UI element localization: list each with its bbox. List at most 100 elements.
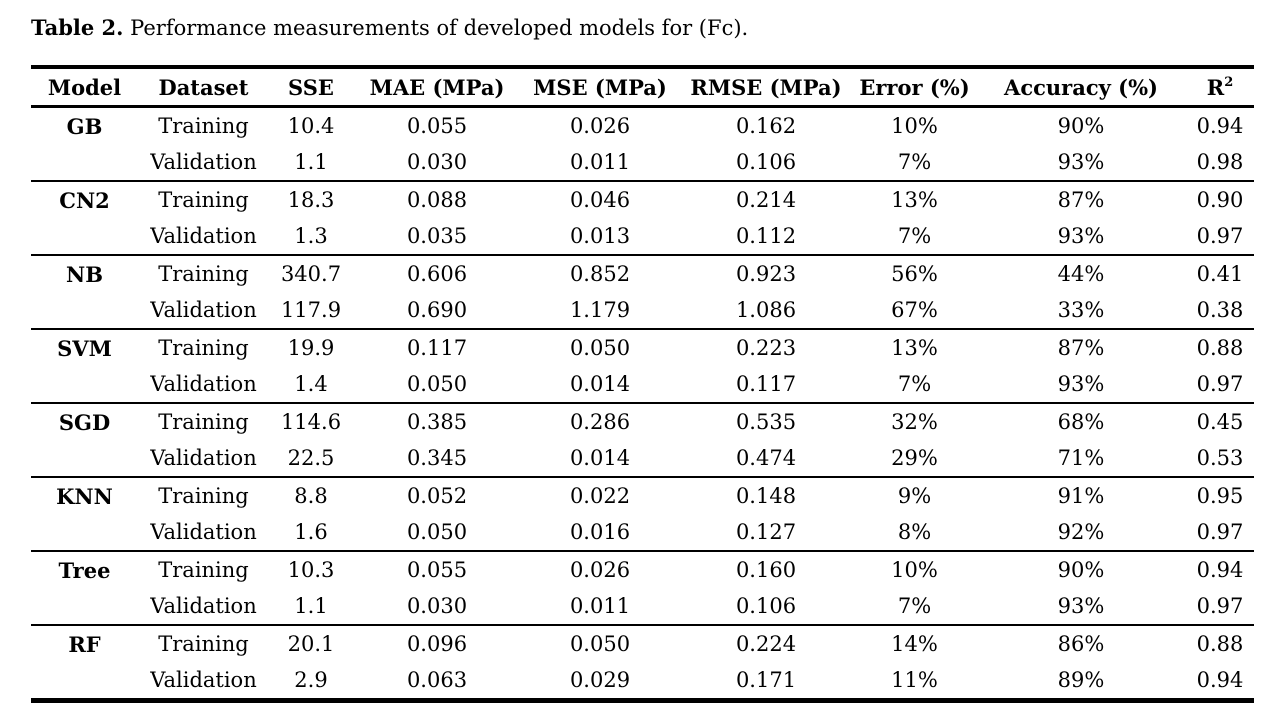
table-caption-label: Table 2. <box>31 15 124 40</box>
r2-cell: 0.97 <box>1196 520 1244 544</box>
r2-cell: 0.88 <box>1186 328 1254 366</box>
mse-cell: 0.014 <box>569 372 631 396</box>
mse-cell: 0.026 <box>569 114 631 138</box>
model-cell: CN2 <box>31 180 138 218</box>
performance-table: Model Dataset SSE MAE (MPa) MSE (MPa) RM… <box>31 65 1254 703</box>
model-cell-empty <box>31 514 138 551</box>
table-row: Validation 22.5 0.345 0.014 0.474 29% 71% 0.53 <box>31 440 1254 477</box>
mae-cell: 0.385 <box>353 402 521 440</box>
header-row: Model Dataset SSE MAE (MPa) MSE (MPa) RM… <box>31 67 1254 108</box>
sse-cell: 2.9 <box>294 668 328 692</box>
dataset-cell: Validation <box>150 446 257 470</box>
r2-cell: 0.94 <box>1196 114 1244 138</box>
dataset-cell: Validation <box>150 298 257 322</box>
mae-cell: 0.055 <box>353 550 521 588</box>
error-cell: 11% <box>891 668 938 692</box>
r2-cell: 0.94 <box>1186 550 1254 588</box>
model-cell: Tree <box>31 550 138 588</box>
error-cell: 7% <box>897 224 932 248</box>
dataset-cell: Training <box>138 254 269 292</box>
r2-cell: 0.88 <box>1186 624 1254 662</box>
accuracy-cell: 86% <box>976 624 1186 662</box>
accuracy-cell: 92% <box>1057 520 1105 544</box>
rmse-cell: 0.106 <box>735 594 797 618</box>
rmse-cell: 0.535 <box>679 402 853 440</box>
mae-cell: 0.606 <box>353 254 521 292</box>
sse-cell: 8.8 <box>269 476 353 514</box>
mse-cell: 0.011 <box>569 594 631 618</box>
error-cell: 67% <box>891 298 938 322</box>
r2-cell: 0.41 <box>1186 254 1254 292</box>
accuracy-cell: 44% <box>976 254 1186 292</box>
mse-cell: 0.014 <box>569 446 631 470</box>
table-row: Validation 2.9 0.063 0.029 0.171 11% 89% 0.94 <box>31 662 1254 701</box>
sse-cell: 10.3 <box>269 550 353 588</box>
dataset-cell: Training <box>138 476 269 514</box>
rmse-cell: 0.112 <box>735 224 797 248</box>
dataset-cell: Training <box>138 402 269 440</box>
accuracy-cell: 89% <box>1057 668 1105 692</box>
r2-cell: 0.38 <box>1196 298 1244 322</box>
error-cell: 10% <box>853 550 976 588</box>
rmse-cell: 0.923 <box>679 254 853 292</box>
error-cell: 56% <box>853 254 976 292</box>
mse-cell: 0.050 <box>521 624 679 662</box>
header-dataset: Dataset <box>138 67 269 108</box>
error-cell: 32% <box>853 402 976 440</box>
r2-cell: 0.53 <box>1196 446 1244 470</box>
dataset-cell: Training <box>138 328 269 366</box>
accuracy-cell: 87% <box>976 328 1186 366</box>
accuracy-cell: 93% <box>1057 150 1105 174</box>
table-row: Validation 1.6 0.050 0.016 0.127 8% 92% 0.97 <box>31 514 1254 551</box>
header-rmse: RMSE (MPa) <box>679 67 853 108</box>
dataset-cell: Validation <box>150 224 257 248</box>
model-cell-empty <box>31 218 138 255</box>
error-cell: 8% <box>897 520 932 544</box>
table-row: KNN Training 8.8 0.052 0.022 0.148 9% 91% 0.95 <box>31 476 1254 514</box>
header-r2-exponent: 2 <box>1224 74 1234 90</box>
error-cell: 13% <box>853 328 976 366</box>
model-cell-empty <box>31 440 138 477</box>
mse-cell: 0.852 <box>521 254 679 292</box>
rmse-cell: 0.148 <box>679 476 853 514</box>
accuracy-cell: 68% <box>976 402 1186 440</box>
r2-cell: 0.98 <box>1196 150 1244 174</box>
rmse-cell: 0.474 <box>735 446 797 470</box>
rmse-cell: 0.223 <box>679 328 853 366</box>
dataset-cell: Validation <box>150 668 257 692</box>
model-cell: SGD <box>31 402 138 440</box>
model-cell-empty <box>31 662 138 701</box>
mae-cell: 0.096 <box>353 624 521 662</box>
table-row: NB Training 340.7 0.606 0.852 0.923 56% 44% 0.41 <box>31 254 1254 292</box>
rmse-cell: 0.162 <box>735 114 797 138</box>
table-row: Validation 1.4 0.050 0.014 0.117 7% 93% 0.97 <box>31 366 1254 403</box>
mse-cell: 0.050 <box>521 328 679 366</box>
mae-cell: 0.052 <box>353 476 521 514</box>
sse-cell: 117.9 <box>280 298 342 322</box>
header-mse: MSE (MPa) <box>521 67 679 108</box>
mae-cell: 0.050 <box>406 520 468 544</box>
error-cell: 13% <box>853 180 976 218</box>
rmse-cell: 0.106 <box>735 150 797 174</box>
accuracy-cell: 91% <box>976 476 1186 514</box>
header-sse: SSE <box>269 67 353 108</box>
rmse-cell: 1.086 <box>735 298 797 322</box>
rmse-cell: 0.127 <box>735 520 797 544</box>
sse-cell: 1.3 <box>294 224 328 248</box>
mse-cell: 0.013 <box>569 224 631 248</box>
table-caption: Table 2. Performance measurements of dev… <box>31 12 1254 44</box>
model-cell: RF <box>31 624 138 662</box>
rmse-cell: 0.214 <box>679 180 853 218</box>
table-row: Tree Training 10.3 0.055 0.026 0.160 10% 90% 0.9… <box>31 550 1254 588</box>
table-row: SVM Training 19.9 0.117 0.050 0.223 13% 87% 0.88 <box>31 328 1254 366</box>
error-cell: 29% <box>891 446 938 470</box>
accuracy-cell: 90% <box>976 550 1186 588</box>
model-cell-empty <box>31 588 138 625</box>
sse-cell: 340.7 <box>269 254 353 292</box>
accuracy-cell: 93% <box>1057 594 1105 618</box>
sse-cell: 1.1 <box>294 594 328 618</box>
dataset-cell: Validation <box>150 520 257 544</box>
r2-cell: 0.97 <box>1196 594 1244 618</box>
sse-cell: 22.5 <box>287 446 335 470</box>
mse-cell: 0.011 <box>569 150 631 174</box>
